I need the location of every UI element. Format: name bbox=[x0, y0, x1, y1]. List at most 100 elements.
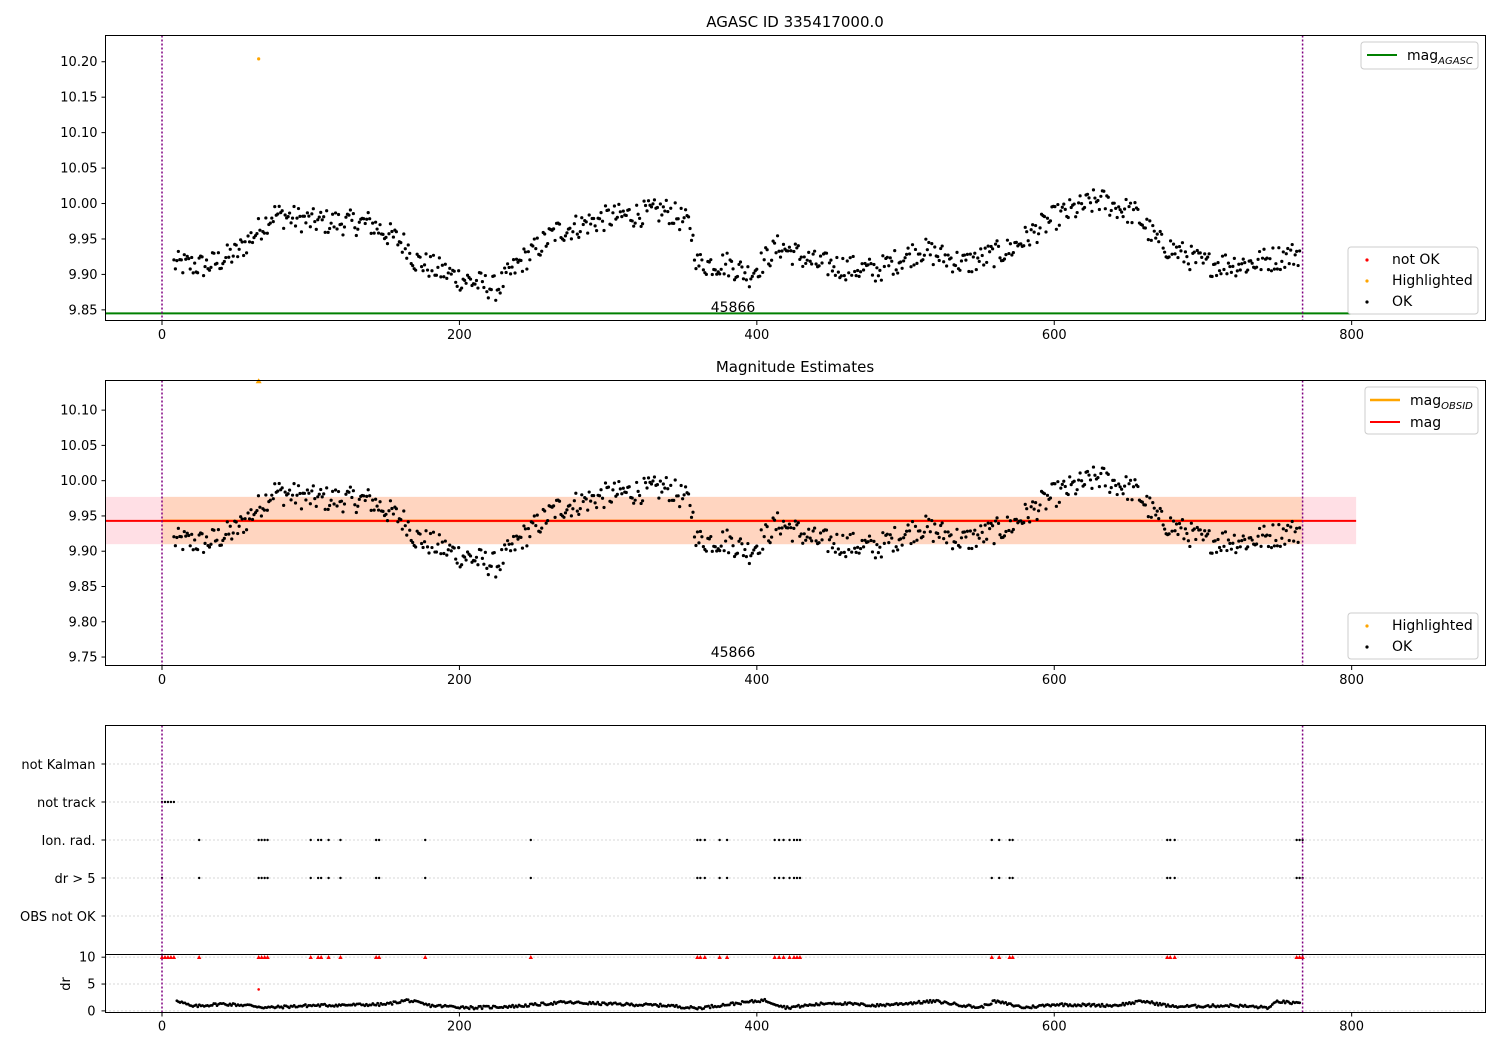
ok-point bbox=[1078, 194, 1082, 198]
ok-point bbox=[814, 539, 818, 543]
ok-point bbox=[632, 501, 636, 505]
dr-flagged-point bbox=[1294, 954, 1299, 959]
ok-point bbox=[1077, 478, 1081, 482]
ok-point bbox=[1072, 202, 1076, 206]
ok-point bbox=[534, 247, 538, 251]
ok-point bbox=[881, 531, 885, 535]
flag-point bbox=[788, 838, 791, 842]
ok-point bbox=[1008, 519, 1013, 523]
ok-point bbox=[1002, 534, 1007, 538]
ok-point bbox=[483, 550, 487, 554]
dr-point bbox=[1227, 1005, 1231, 1009]
ok-point bbox=[1171, 519, 1176, 523]
ok-point bbox=[1035, 517, 1039, 522]
panel1-legend-bottom: not OK Highlighted OK bbox=[1347, 246, 1479, 315]
ok-point bbox=[827, 538, 832, 542]
ok-point bbox=[721, 253, 725, 257]
ok-point bbox=[546, 518, 550, 523]
ok-point bbox=[498, 291, 502, 295]
ok-point bbox=[1096, 198, 1100, 203]
ok-point bbox=[1271, 523, 1275, 527]
ok-point bbox=[454, 557, 458, 561]
dr-flagged-point bbox=[776, 954, 782, 959]
ok-point bbox=[381, 509, 385, 513]
ok-point bbox=[479, 548, 483, 552]
ok-point bbox=[759, 528, 763, 532]
ok-point bbox=[372, 508, 376, 512]
dr-point bbox=[928, 998, 932, 1002]
ok-point bbox=[689, 238, 694, 242]
ok-point bbox=[1182, 537, 1186, 541]
ok-point bbox=[1210, 274, 1214, 279]
ok-point bbox=[1176, 255, 1180, 260]
ok-point bbox=[927, 240, 931, 245]
ok-point bbox=[777, 249, 781, 253]
dr-point bbox=[784, 1007, 788, 1011]
ok-point bbox=[201, 274, 206, 278]
ok-point bbox=[1160, 509, 1164, 513]
ok-point bbox=[1004, 253, 1008, 257]
ok-point bbox=[1231, 541, 1235, 545]
ok-point bbox=[538, 253, 542, 257]
ok-point bbox=[479, 271, 483, 275]
ok-point bbox=[1183, 527, 1188, 531]
ok-point bbox=[761, 270, 765, 274]
ok-point bbox=[440, 263, 444, 267]
ok-point bbox=[578, 230, 582, 234]
ok-point bbox=[449, 549, 453, 553]
ok-point bbox=[1088, 201, 1093, 205]
ok-point bbox=[586, 231, 590, 235]
dr-flagged-point bbox=[265, 954, 270, 959]
ok-point bbox=[832, 541, 836, 546]
ok-point bbox=[1028, 520, 1032, 524]
ok-point bbox=[1068, 198, 1072, 202]
ok-point bbox=[439, 552, 443, 556]
ok-point bbox=[371, 221, 375, 225]
ok-point bbox=[457, 269, 461, 273]
ok-point bbox=[1243, 537, 1247, 542]
flag-point bbox=[703, 876, 706, 880]
ok-point bbox=[1063, 484, 1067, 489]
dr-point bbox=[398, 1001, 402, 1004]
ok-point bbox=[627, 485, 631, 489]
ok-point bbox=[910, 520, 915, 524]
flag-point bbox=[718, 838, 721, 842]
ok-point bbox=[1281, 250, 1285, 254]
ok-point bbox=[371, 498, 375, 502]
dr-point bbox=[1156, 1003, 1160, 1007]
dr-point bbox=[707, 1004, 710, 1008]
ok-point bbox=[839, 274, 843, 278]
ok-point bbox=[1029, 505, 1033, 509]
ok-point bbox=[958, 268, 962, 272]
ok-point bbox=[836, 270, 840, 274]
ok-point bbox=[1174, 522, 1179, 526]
ok-point bbox=[1182, 260, 1186, 264]
ok-point bbox=[630, 496, 634, 500]
ok-point bbox=[1278, 267, 1282, 272]
ok-point bbox=[181, 547, 185, 552]
panel2-title: Magnitude Estimates bbox=[716, 358, 874, 376]
ok-point bbox=[817, 264, 821, 268]
ok-point bbox=[621, 486, 625, 490]
ok-point bbox=[557, 499, 562, 503]
ok-point bbox=[955, 250, 959, 255]
ok-point bbox=[673, 478, 677, 482]
dr-point bbox=[599, 1003, 603, 1007]
ok-point bbox=[953, 540, 958, 544]
ok-point bbox=[983, 246, 987, 250]
ok-point bbox=[856, 268, 860, 273]
ok-point bbox=[925, 248, 929, 252]
ok-point bbox=[314, 227, 318, 231]
ok-point bbox=[258, 505, 262, 509]
ok-point bbox=[761, 547, 765, 551]
ok-point bbox=[931, 539, 935, 544]
ok-point bbox=[801, 264, 805, 269]
ok-point bbox=[882, 541, 886, 545]
ok-point bbox=[280, 209, 284, 213]
ok-point bbox=[227, 255, 231, 259]
ok-point bbox=[320, 218, 324, 222]
ok-point bbox=[421, 269, 425, 273]
ok-point bbox=[1118, 208, 1122, 212]
ok-point bbox=[293, 224, 298, 228]
